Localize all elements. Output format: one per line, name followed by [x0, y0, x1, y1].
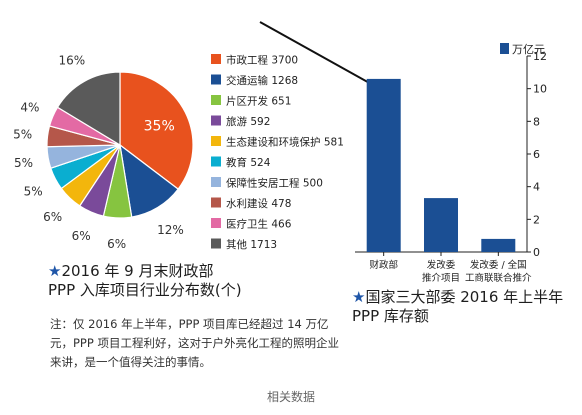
unit-legend-swatch [500, 43, 509, 54]
legend-swatch [211, 238, 221, 249]
connector-line [259, 21, 383, 91]
bar [424, 198, 458, 252]
pie-chart-title: ★2016 年 9 月末财政部 PPP 入库项目行业分布数(个) [48, 262, 242, 300]
note-text: 注：仅 2016 年上半年，PPP 项目库已经超过 14 万亿元，PPP 项目工… [50, 317, 339, 369]
x-tick-label: 工商联联合推介 [465, 272, 532, 284]
legend-label: 生态建设和环境保护 581 [226, 136, 344, 149]
legend-label: 教育 524 [226, 156, 271, 169]
pie-percent-label: 5% [13, 127, 32, 141]
bar [366, 78, 401, 253]
pie-slice [119, 71, 194, 190]
pie-title-text: 2016 年 9 月末财政部 [61, 262, 214, 280]
legend-swatch [211, 218, 221, 228]
pie-slice [56, 71, 121, 147]
y-tick-label: 6 [533, 148, 540, 161]
pie-percent-label: 12% [157, 223, 184, 237]
pie-legend: 市政工程 3700 交通运输 1268 片区开发 651 旅游 592 生态建设和环境保… [211, 54, 344, 251]
y-tick-label: 10 [533, 83, 547, 96]
pie-percent-label: 6% [43, 210, 62, 224]
legend-label: 医疗卫生 466 [226, 218, 292, 231]
legend-swatch [211, 74, 221, 85]
pie-chart: 35%12%6%6%6%5%5%5%4%16% [13, 54, 194, 251]
bar-title-text: 国家三大部委 2016 年上半年 [365, 288, 564, 306]
legend-swatch [211, 197, 221, 208]
legend-swatch [211, 156, 221, 167]
legend-swatch [211, 115, 221, 126]
legend-swatch [211, 95, 221, 105]
x-tick-label: 财政部 [369, 259, 398, 271]
pie-percent-label: 5% [24, 184, 43, 198]
pie-percent-label: 16% [58, 54, 85, 68]
star-icon: ★ [48, 262, 62, 280]
y-tick-label: 8 [533, 115, 540, 128]
x-tick-label: 推介项目 [422, 272, 460, 284]
bar-chart-title: ★国家三大部委 2016 年上半年 PPP 库存额 [352, 288, 563, 326]
y-tick-label: 0 [533, 246, 540, 259]
pie-percent-label: 35% [144, 119, 175, 135]
pie-percent-label: 4% [20, 101, 39, 115]
legend-label: 其他 1713 [226, 238, 277, 251]
y-tick-label: 12 [533, 50, 547, 63]
caption: 相关数据 [266, 390, 315, 404]
legend-swatch [211, 136, 221, 146]
legend-label: 保障性安居工程 500 [226, 177, 323, 190]
legend-label: 市政工程 3700 [226, 54, 298, 67]
legend-label: 交通运输 1268 [226, 74, 298, 87]
legend-label: 旅游 592 [226, 115, 270, 128]
unit-label: 万亿元 [512, 43, 545, 56]
bar [481, 238, 516, 252]
bar-subtitle-text: PPP 库存额 [352, 307, 429, 325]
legend-swatch [211, 54, 221, 64]
pie-percent-label: 6% [72, 229, 91, 243]
pie-subtitle-text: PPP 入库项目行业分布数(个) [48, 281, 242, 299]
legend-label: 片区开发 651 [226, 95, 291, 108]
y-tick-label: 4 [533, 181, 540, 194]
legend-label: 水利建设 478 [226, 197, 291, 210]
pie-percent-label: 6% [107, 237, 126, 251]
y-tick-label: 2 [533, 213, 540, 226]
x-tick-label: 发改委 [427, 259, 456, 271]
x-tick-label: 发改委 / 全国 [470, 259, 527, 271]
legend-swatch [211, 177, 221, 187]
pie-percent-label: 5% [14, 156, 33, 170]
star-icon: ★ [352, 288, 366, 306]
